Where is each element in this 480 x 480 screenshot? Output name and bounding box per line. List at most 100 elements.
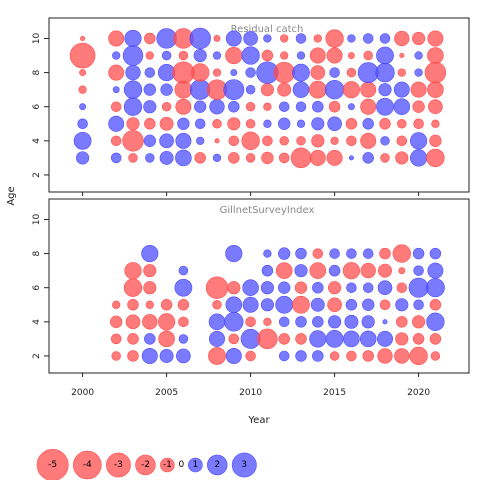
residual-bubble (263, 119, 272, 128)
residual-bubble (225, 347, 242, 364)
residual-bubble (213, 35, 221, 42)
residual-bubble (326, 149, 343, 166)
residual-bubble (144, 333, 156, 345)
residual-bubble (397, 119, 407, 129)
residual-bubble (377, 348, 393, 364)
residual-bubble (329, 248, 340, 259)
panels-group: 2 4 6 8 10 Residual catch 2 4 6 8 10 GillnetSurveyI… (32, 17, 470, 398)
y-tick-label: 10 (32, 32, 42, 44)
residual-bubble (294, 264, 308, 278)
residual-bubble (227, 281, 241, 295)
y-tick-label: 2 (32, 353, 42, 359)
residual-bubble (178, 265, 189, 276)
residual-bubble (178, 334, 189, 344)
residual-bubble (144, 118, 156, 130)
y-tick-label: 6 (32, 104, 42, 110)
residual-bubble (345, 299, 358, 311)
legend-label: -1 (163, 460, 172, 470)
residual-bubble (261, 49, 274, 62)
residual-bubble (262, 135, 273, 147)
residual-bubble (396, 282, 408, 293)
residual-bubble (329, 67, 340, 78)
residual-bubble (257, 328, 278, 350)
residual-bubble (325, 29, 344, 48)
residual-bubble (413, 118, 424, 130)
residual-bubble (428, 99, 443, 115)
residual-bubble (245, 101, 256, 112)
residual-bubble (310, 65, 326, 80)
residual-bubble (393, 98, 411, 115)
residual-bubble (375, 62, 395, 83)
residual-bubble (398, 267, 406, 275)
residual-bubble (426, 148, 445, 168)
residual-bubble (178, 316, 189, 328)
residual-bubble (348, 155, 354, 161)
residual-bubble (241, 131, 260, 150)
residual-bubble (160, 299, 173, 311)
residual-bubble (175, 98, 192, 115)
y-tick-label: 6 (32, 285, 42, 291)
residual-bubble (327, 297, 342, 313)
residual-bubble (278, 350, 290, 362)
residual-bubble (311, 134, 325, 148)
residual-bubble (363, 50, 373, 61)
y-axis-label: Age (6, 186, 17, 205)
residual-bubble (263, 249, 272, 258)
panel-2: 2 4 6 8 10 GillnetSurveyIndex (32, 198, 470, 377)
residual-bubble (112, 300, 121, 309)
residual-bubble (362, 118, 374, 130)
residual-bubble (424, 61, 447, 84)
legend-label: -5 (48, 460, 57, 470)
residual-bubble (225, 245, 243, 263)
residual-bubble (125, 64, 141, 81)
residual-bubble (112, 51, 121, 60)
residual-bubble (347, 52, 355, 59)
residual-bubble (347, 103, 355, 111)
residual-bubble (310, 297, 325, 312)
residual-bubble (395, 332, 409, 346)
residual-bubble (230, 69, 238, 77)
residual-bubble (223, 79, 245, 101)
residual-bubble (279, 136, 289, 146)
residual-bubble (295, 350, 307, 362)
residual-bubble (393, 81, 410, 98)
panel-1: 2 4 6 8 10 Residual catch (32, 17, 470, 196)
residual-bubble (245, 316, 256, 328)
residual-bubble (414, 68, 423, 77)
residual-bubble (225, 30, 242, 47)
residual-bubble (346, 248, 357, 259)
residual-bubble (245, 67, 256, 78)
residual-bubble (295, 333, 307, 345)
residual-bubble (362, 350, 374, 362)
residual-bubble (194, 118, 206, 130)
residual-bubble (278, 281, 291, 294)
legend-label: 2 (214, 460, 220, 470)
residual-bubble (278, 247, 291, 260)
residual-bubble (124, 29, 142, 48)
residual-bubble (280, 51, 289, 60)
residual-bubble (123, 278, 143, 297)
residual-bubble (357, 62, 379, 84)
y-tick-label: 2 (32, 172, 42, 178)
residual-bubble (205, 276, 229, 299)
residual-bubble (193, 48, 207, 63)
legend-label: 3 (241, 460, 247, 470)
residual-bubble (126, 117, 140, 131)
legend-bubble (188, 457, 203, 473)
residual-bubble (328, 100, 341, 113)
residual-bubble (309, 149, 326, 166)
residual-bubble (430, 351, 441, 361)
residual-bubble (227, 117, 241, 131)
residual-bubble (313, 34, 322, 43)
residual-bubble (196, 136, 205, 145)
residual-bubble (427, 30, 444, 47)
residual-bubble (379, 247, 391, 260)
residual-bubble (110, 135, 122, 147)
residual-bubble (295, 247, 307, 260)
residual-bubble (174, 278, 193, 297)
residual-bubble (127, 333, 139, 345)
residual-bubble (344, 314, 359, 329)
legend-label: 0 (178, 460, 184, 470)
residual-bubble (145, 51, 154, 60)
residual-bubble (292, 295, 310, 314)
